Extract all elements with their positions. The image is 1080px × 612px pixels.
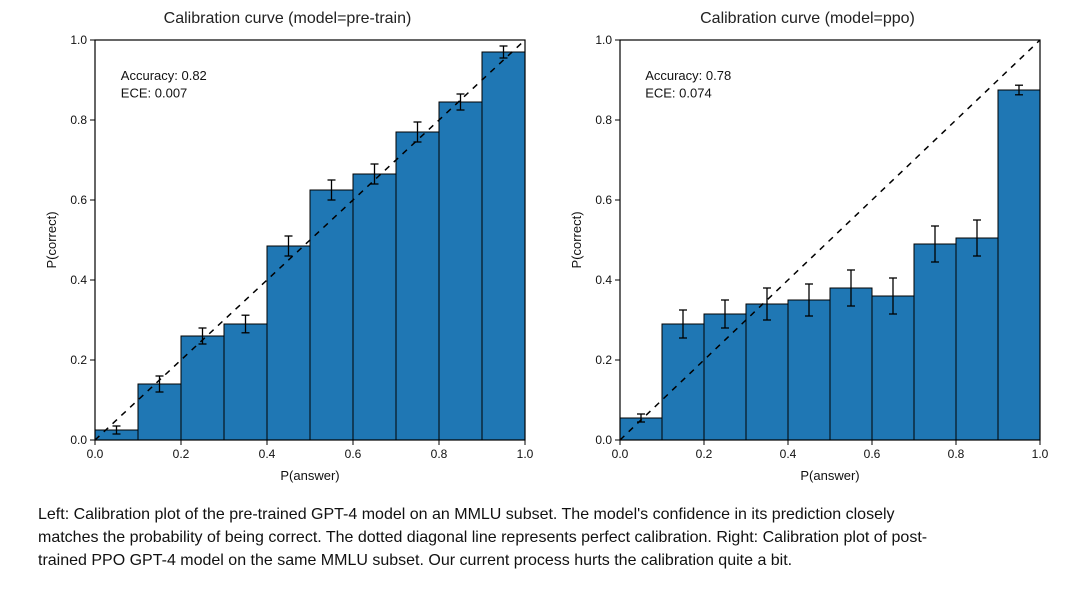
chart-right: Calibration curve (model=ppo) 0.00.20.40…: [565, 10, 1050, 493]
chart-left-svg: 0.0 0.2 0.4 0.6 0.8 1.0 0.0 0.2 0.4 0.6 0.8 1.0 P(an…: [40, 30, 535, 488]
chart-left: Calibration curve (model=pre-train) 0.00…: [40, 10, 535, 493]
chart-left-title: Calibration curve (model=pre-train): [40, 10, 535, 28]
bar: [482, 52, 525, 440]
annotation-text: ECE: 0.074: [645, 86, 712, 101]
bar: [396, 132, 439, 440]
y-tick-label: 0.2: [595, 353, 612, 367]
annotation-text: Accuracy: 0.78: [645, 68, 731, 83]
bar: [872, 296, 914, 440]
y-tick-label: 0.2: [70, 353, 87, 367]
bar: [998, 90, 1040, 440]
bar: [704, 314, 746, 440]
bar: [956, 238, 998, 440]
bar: [439, 102, 482, 440]
bar: [746, 304, 788, 440]
y-tick-label: 0.4: [595, 273, 612, 287]
y-tick-label: 1.0: [595, 33, 612, 47]
bar: [353, 174, 396, 440]
x-tick-label: 0.2: [696, 447, 713, 461]
x-tick-label: 1.0: [517, 447, 534, 461]
bar: [830, 288, 872, 440]
bar: [788, 300, 830, 440]
bar: [914, 244, 956, 440]
y-tick-label: 1.0: [70, 33, 87, 47]
x-tick-label: 0.0: [87, 447, 104, 461]
y-tick-label: 0.6: [70, 193, 87, 207]
bar: [267, 246, 310, 440]
x-axis-label: P(answer): [800, 468, 859, 483]
chart-right-title: Calibration curve (model=ppo): [565, 10, 1050, 28]
bar: [662, 324, 704, 440]
x-tick-label: 0.2: [173, 447, 190, 461]
y-tick-label: 0.8: [595, 113, 612, 127]
y-axis-label: P(correct): [44, 211, 59, 268]
x-tick-label: 0.8: [948, 447, 965, 461]
y-tick-label: 0.8: [70, 113, 87, 127]
charts-row: Calibration curve (model=pre-train) 0.00…: [20, 10, 1080, 493]
x-tick-label: 0.6: [345, 447, 362, 461]
figure-caption: Left: Calibration plot of the pre-traine…: [20, 503, 942, 573]
bar: [224, 324, 267, 440]
x-axis-label: P(answer): [280, 468, 339, 483]
bar: [310, 190, 353, 440]
x-tick-label: 0.4: [259, 447, 276, 461]
x-tick-label: 0.6: [864, 447, 881, 461]
x-tick-label: 0.0: [612, 447, 629, 461]
y-tick-label: 0.4: [70, 273, 87, 287]
y-tick-label: 0.6: [595, 193, 612, 207]
annotation-text: Accuracy: 0.82: [121, 68, 207, 83]
bar: [181, 336, 224, 440]
y-tick-label: 0.0: [70, 433, 87, 447]
y-tick-label: 0.0: [595, 433, 612, 447]
x-tick-label: 0.4: [780, 447, 797, 461]
y-axis-label: P(correct): [569, 211, 584, 268]
x-tick-label: 0.8: [431, 447, 448, 461]
chart-right-svg: 0.0 0.2 0.4 0.6 0.8 1.0 0.0 0.2 0.4 0.6 0.8 1.0 P(an…: [565, 30, 1050, 488]
annotation-text: ECE: 0.007: [121, 86, 188, 101]
x-tick-label: 1.0: [1032, 447, 1049, 461]
